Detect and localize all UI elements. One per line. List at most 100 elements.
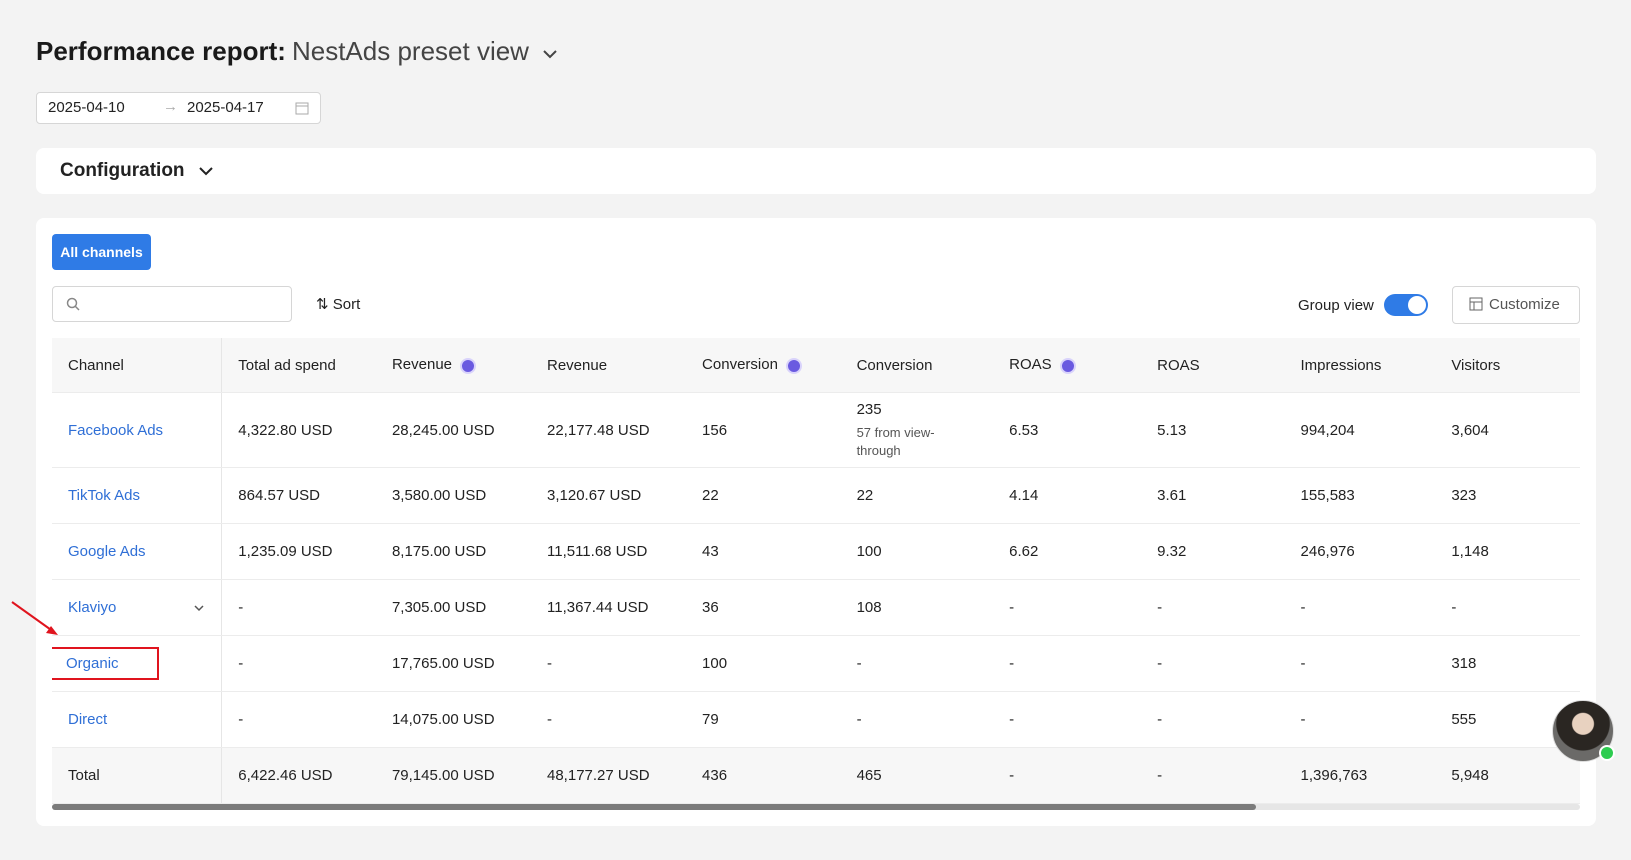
cell-note: 57 from view-through bbox=[856, 424, 935, 458]
cell-value: 465 bbox=[856, 767, 882, 784]
row: TikTok Ads 864.57 USD 3,580.00 USD 3,120.67… bbox=[52, 467, 1580, 524]
cell-value: 1,396,763 bbox=[1300, 767, 1368, 784]
cell: 108 bbox=[840, 579, 994, 636]
cell: 155,583 bbox=[1284, 467, 1436, 524]
channel-link[interactable]: Facebook Ads bbox=[68, 421, 164, 439]
cell: 79,145.00 USD bbox=[375, 747, 531, 804]
column-header[interactable]: Conversion bbox=[686, 338, 841, 393]
cell: 11,367.44 USD bbox=[531, 579, 687, 636]
chevron bbox=[199, 167, 213, 176]
config-card[interactable]: Configuration bbox=[36, 148, 1596, 194]
cell: 22 bbox=[686, 467, 841, 524]
column-header[interactable]: Channel bbox=[52, 338, 223, 393]
group-view-label: Group view bbox=[1298, 297, 1374, 314]
cell: 465 bbox=[840, 747, 994, 804]
channel-cell: Klaviyo bbox=[52, 579, 223, 636]
cell: 864.57 USD bbox=[221, 467, 376, 524]
cell-value: 11,511.68 USD bbox=[547, 543, 648, 560]
channel-link[interactable]: TikTok Ads bbox=[68, 487, 140, 504]
cell-value: 246,976 bbox=[1300, 543, 1355, 560]
cell-value: 8,175.00 USD bbox=[391, 543, 487, 560]
column-label: Conversion bbox=[702, 356, 778, 374]
toggle[interactable] bbox=[1384, 294, 1428, 316]
column-label: Conversion bbox=[856, 356, 933, 374]
channel-link[interactable]: Klaviyo bbox=[68, 599, 117, 616]
column-header[interactable]: Total ad spend bbox=[221, 338, 376, 393]
cell-value: - bbox=[1451, 599, 1457, 616]
cell: 4.14 bbox=[993, 467, 1142, 524]
sort-button[interactable]: ⇅ Sort bbox=[316, 295, 360, 313]
cell-value: 79 bbox=[702, 711, 719, 728]
cell-value: 43 bbox=[702, 543, 719, 560]
cell-value: - bbox=[238, 711, 244, 728]
chevron[interactable] bbox=[542, 48, 558, 60]
cell: 79 bbox=[686, 691, 841, 748]
cell: 6.62 bbox=[993, 523, 1142, 580]
column-header[interactable]: Revenue bbox=[531, 338, 687, 393]
cell: - bbox=[531, 635, 687, 692]
cell: 11,511.68 USD bbox=[531, 523, 687, 580]
cell-value: 7,305.00 USD bbox=[391, 599, 487, 616]
cell-value: 36 bbox=[702, 599, 719, 616]
annotation-arrow bbox=[11, 601, 58, 635]
scroll-thumb[interactable] bbox=[52, 804, 1256, 810]
channel-link[interactable]: Google Ads bbox=[68, 543, 146, 560]
column-header[interactable]: Conversion bbox=[840, 338, 994, 393]
tab-button[interactable]: All channels bbox=[52, 234, 151, 270]
cell-value: 6.53 bbox=[1009, 421, 1039, 439]
column-header[interactable]: Revenue bbox=[375, 338, 531, 393]
column-label: Impressions bbox=[1300, 356, 1382, 374]
cell: - bbox=[1284, 635, 1436, 692]
date-picker[interactable]: 2025-04-10 → 2025-04-17 bbox=[36, 92, 321, 124]
row: Direct - 14,075.00 USD - 79 - - - - 555 bbox=[52, 691, 1580, 748]
cell: 1,235.09 USD bbox=[221, 523, 376, 580]
column-header[interactable]: ROAS bbox=[993, 338, 1142, 393]
cell: - bbox=[993, 747, 1142, 804]
cell-value: 1,148 bbox=[1451, 543, 1489, 560]
cell-value: 22,177.48 USD bbox=[547, 421, 650, 439]
channel-link[interactable]: Direct bbox=[68, 711, 108, 728]
cell-value: - bbox=[547, 711, 552, 728]
config-label[interactable]: Configuration bbox=[60, 160, 185, 181]
cell: 6.53 bbox=[993, 392, 1142, 468]
channel-cell: Total bbox=[52, 747, 223, 804]
toggle-knob bbox=[1408, 296, 1426, 314]
customize-button[interactable]: Customize bbox=[1452, 286, 1580, 324]
arrow: → bbox=[163, 98, 178, 115]
cell-value: - bbox=[1157, 711, 1163, 728]
channel-cell: Google Ads bbox=[52, 523, 223, 580]
cell-value: 22 bbox=[702, 487, 719, 504]
date-start[interactable]: 2025-04-10 bbox=[48, 99, 125, 116]
search-input[interactable] bbox=[52, 286, 292, 322]
cell: 4,322.80 USD bbox=[221, 392, 376, 468]
channel-cell: Direct bbox=[52, 691, 223, 748]
cell-value: 3,120.67 USD bbox=[547, 487, 642, 504]
cell-value: 555 bbox=[1451, 711, 1477, 728]
cell-value: 6.62 bbox=[1009, 543, 1039, 560]
column-header[interactable]: Impressions bbox=[1284, 338, 1436, 393]
cell: 436 bbox=[686, 747, 841, 804]
cell: 5,948 bbox=[1435, 747, 1580, 804]
view-name[interactable]: NestAds preset view bbox=[291, 36, 529, 66]
sort-label[interactable]: Sort bbox=[332, 296, 361, 313]
title: Performance report: bbox=[36, 36, 286, 66]
cell: 22,177.48 USD bbox=[531, 392, 687, 468]
cell: 3,604 bbox=[1435, 392, 1580, 468]
column-header[interactable]: ROAS bbox=[1141, 338, 1285, 393]
cell: - bbox=[993, 579, 1142, 636]
column-header[interactable]: Visitors bbox=[1435, 338, 1580, 393]
channel-link[interactable]: Organic bbox=[52, 647, 159, 680]
row: Google Ads 1,235.09 USD 8,175.00 USD 11,511… bbox=[52, 523, 1580, 580]
customize-label[interactable]: Customize bbox=[1489, 296, 1560, 313]
scrollbar[interactable] bbox=[52, 804, 1580, 810]
cell: - bbox=[840, 635, 994, 692]
cell-value: - bbox=[1300, 655, 1306, 672]
cell-value: 994,204 bbox=[1300, 421, 1355, 439]
date-end[interactable]: 2025-04-17 bbox=[187, 99, 264, 116]
cell-value: 3.61 bbox=[1157, 487, 1187, 504]
cell: 100 bbox=[686, 635, 841, 692]
expand-chevron[interactable] bbox=[193, 603, 205, 613]
chat-avatar[interactable] bbox=[1552, 700, 1615, 762]
column-label: Revenue bbox=[547, 356, 608, 374]
